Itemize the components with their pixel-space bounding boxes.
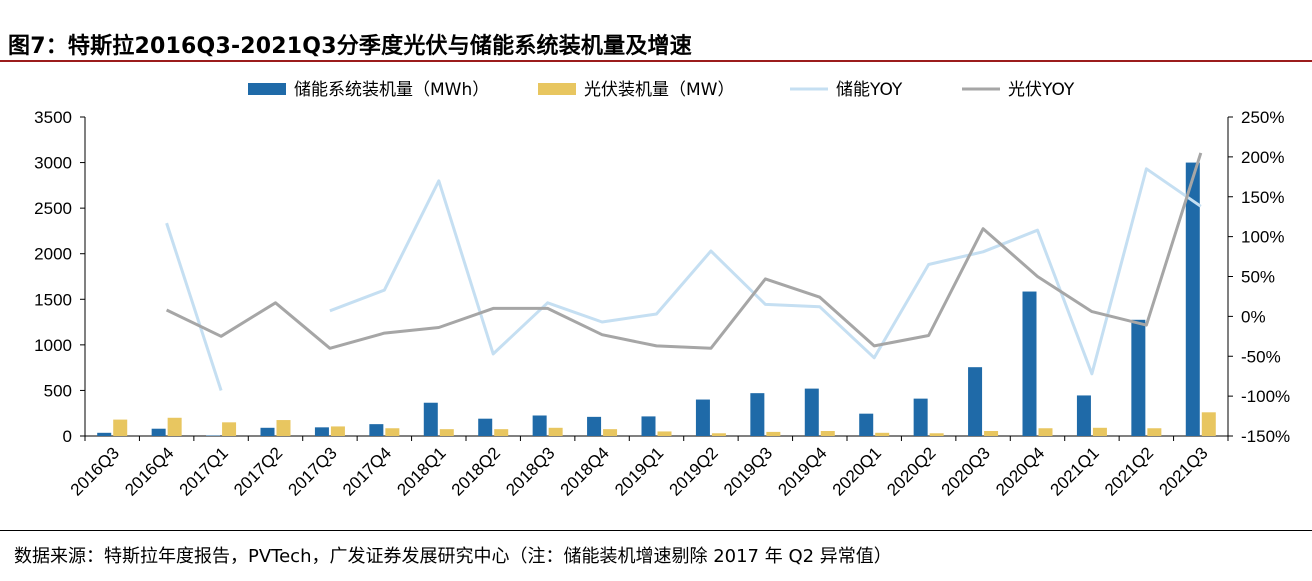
pv-bar (603, 429, 618, 436)
x-tick-label: 2017Q4 (339, 443, 395, 499)
storage-bar (478, 418, 493, 436)
x-tick-label: 2018Q1 (393, 443, 449, 499)
x-tick-label: 2017Q1 (176, 443, 232, 499)
chart-area: 0 500 1000 1500 2000 2500 3000 3500 -150% -100% -5… (34, 80, 1290, 500)
pv-bar (167, 417, 182, 436)
right-tick-label: 200% (1241, 148, 1284, 167)
pv-yoy-line (165, 152, 1203, 350)
storage-bar (1022, 291, 1037, 436)
left-tick-label: 1500 (34, 290, 72, 309)
storage-bar (804, 388, 819, 436)
storage-bar (695, 399, 710, 436)
pv-bar (711, 433, 726, 436)
left-tick-label: 500 (44, 381, 72, 400)
storage-bar (314, 427, 329, 436)
pv-bar (439, 429, 454, 436)
pv-bar (1092, 427, 1107, 436)
right-tick-label: 100% (1241, 228, 1284, 247)
storage-bar (587, 416, 602, 436)
storage-bar (641, 416, 656, 436)
source-note: 数据来源：特斯拉年度报告，PVTech，广发证券发展研究中心（注：储能装机增速剔… (14, 546, 892, 567)
x-tick-label: 2019Q4 (774, 443, 830, 499)
x-tick-label: 2016Q3 (67, 443, 123, 499)
pv-bar (1201, 412, 1216, 436)
x-tick-label: 2018Q4 (557, 443, 613, 499)
right-tick-label: 50% (1241, 268, 1275, 287)
left-tick-label: 0 (63, 427, 72, 446)
storage-bar (151, 428, 166, 436)
legend-swatch-bar (538, 83, 576, 95)
left-tick-label: 1000 (34, 336, 72, 355)
x-tick-label: 2016Q4 (121, 443, 177, 499)
x-tick-label: 2018Q2 (448, 443, 504, 499)
pv-bar (494, 429, 509, 436)
x-tick-label: 2020Q3 (938, 443, 994, 499)
pv-bar (1147, 428, 1162, 436)
storage-bar (369, 424, 384, 436)
storage-bar (1185, 162, 1200, 437)
left-tick-label: 3500 (34, 108, 72, 127)
pv-bar (222, 422, 237, 436)
pv-bar (875, 432, 890, 436)
storage-bar (423, 402, 438, 436)
pv-bar (330, 426, 345, 436)
x-tick-label: 2021Q2 (1101, 443, 1157, 499)
x-tick-label: 2017Q3 (285, 443, 341, 499)
x-tick-label: 2019Q2 (666, 443, 722, 499)
storage-bar (532, 415, 547, 436)
x-tick-label: 2020Q1 (829, 443, 885, 499)
pv-bar (548, 427, 563, 436)
storage-bar (260, 427, 275, 436)
x-tick-label: 2020Q2 (883, 443, 939, 499)
right-tick-label: 150% (1241, 188, 1284, 207)
pv-bar (820, 430, 835, 436)
chart-title: 图7：特斯拉2016Q3-2021Q3分季度光伏与储能系统装机量及增速 (8, 34, 692, 59)
storage-yoy-line (329, 167, 1202, 376)
storage-bar (1131, 319, 1146, 436)
x-tick-label: 2018Q3 (502, 443, 558, 499)
left-tick-label: 3000 (34, 154, 72, 173)
pv-bar (385, 428, 400, 436)
right-tick-label: -50% (1241, 347, 1281, 366)
pv-bar (276, 420, 291, 436)
legend-label: 光伏装机量（MW） (584, 80, 734, 100)
legend-label: 储能系统装机量（MWh） (294, 80, 489, 100)
x-tick-label: 2020Q4 (992, 443, 1048, 499)
title-divider (0, 60, 1312, 62)
pv-bar (766, 431, 781, 436)
legend-swatch-bar (248, 83, 286, 95)
x-tick-label: 2019Q1 (611, 443, 667, 499)
pv-bar (929, 433, 944, 436)
x-tick-label: 2021Q3 (1155, 443, 1211, 499)
x-tick-label: 2017Q2 (230, 443, 286, 499)
storage-bar (968, 367, 983, 436)
storage-bar (913, 398, 928, 436)
right-tick-label: -100% (1241, 387, 1290, 406)
left-tick-label: 2000 (34, 245, 72, 264)
storage-yoy-line (165, 222, 223, 391)
storage-bar (859, 413, 874, 436)
pv-bar (1038, 428, 1053, 436)
legend-label: 储能YOY (836, 80, 903, 100)
pv-bar (984, 430, 999, 436)
legend-label: 光伏YOY (1008, 80, 1075, 100)
right-tick-label: 250% (1241, 108, 1284, 127)
storage-bar (1076, 395, 1091, 436)
left-tick-label: 2500 (34, 199, 72, 218)
x-tick-label: 2019Q3 (720, 443, 776, 499)
right-tick-label: 0% (1241, 307, 1266, 326)
right-tick-label: -150% (1241, 427, 1290, 446)
pv-bar (113, 419, 128, 436)
source-divider (0, 530, 1312, 531)
pv-bar (657, 431, 672, 436)
storage-bar (97, 432, 112, 436)
storage-bar (750, 393, 765, 436)
x-tick-label: 2021Q1 (1047, 443, 1103, 499)
